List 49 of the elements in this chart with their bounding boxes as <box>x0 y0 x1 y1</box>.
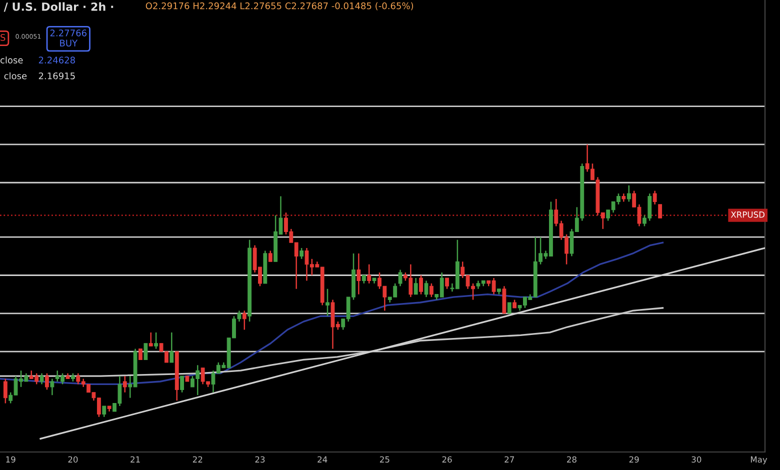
x-tick-label: 30 <box>692 456 702 463</box>
candlestick <box>398 269 402 287</box>
candlestick <box>148 332 153 347</box>
candlestick <box>154 332 158 350</box>
x-tick-label: 24 <box>318 456 328 462</box>
candlestick <box>419 274 423 295</box>
x-tick-label: 25 <box>380 456 390 463</box>
text: S <box>0 34 6 41</box>
candlestick <box>429 282 434 298</box>
x-tick-label: 22 <box>192 456 202 462</box>
x-tick-label: 29 <box>629 456 639 463</box>
x-tick-label: 20 <box>68 456 78 463</box>
candlestick <box>507 302 512 314</box>
candlestick <box>300 247 304 260</box>
text: 2.24628 <box>38 56 75 64</box>
x-tick-label: May <box>750 456 768 464</box>
candlestick <box>658 204 662 219</box>
candlestick <box>3 378 8 404</box>
text: close <box>0 56 23 64</box>
candlestick <box>102 405 106 418</box>
candlestick <box>414 277 418 295</box>
x-tick-label: 27 <box>504 456 514 462</box>
candlestick <box>424 280 428 298</box>
candlestick <box>268 250 272 262</box>
candlestick <box>652 190 657 206</box>
candlestick <box>626 184 631 202</box>
x-tick-label: 19 <box>6 456 16 463</box>
ref-line-label: XRPUSD <box>730 211 765 218</box>
x-tick-label: 28 <box>567 456 576 463</box>
text: 2.27766 BUY <box>50 30 86 46</box>
x-tick-label: 23 <box>255 456 265 463</box>
candlestick <box>180 375 184 394</box>
candlestick <box>356 252 361 295</box>
candlestick <box>445 277 449 290</box>
chart-title: / U.S. Dollar · 2h · <box>4 2 114 12</box>
candlestick <box>242 310 246 330</box>
candlestick <box>122 375 127 394</box>
x-tick-label: 21 <box>130 456 140 462</box>
candlestick <box>367 264 372 284</box>
text: 2.16915 <box>38 72 75 80</box>
candlestick <box>50 378 54 396</box>
candlestick <box>44 372 49 390</box>
text: O2.29176 H2.29244 L2.27655 C2.27687 -0.01485 (-0.65%) <box>146 2 414 10</box>
text: close <box>4 72 27 80</box>
candlestick <box>326 288 330 317</box>
candlestick <box>144 342 148 360</box>
candlestick <box>170 332 174 364</box>
candlestick <box>40 372 44 385</box>
x-tick-label: 26 <box>442 456 452 463</box>
